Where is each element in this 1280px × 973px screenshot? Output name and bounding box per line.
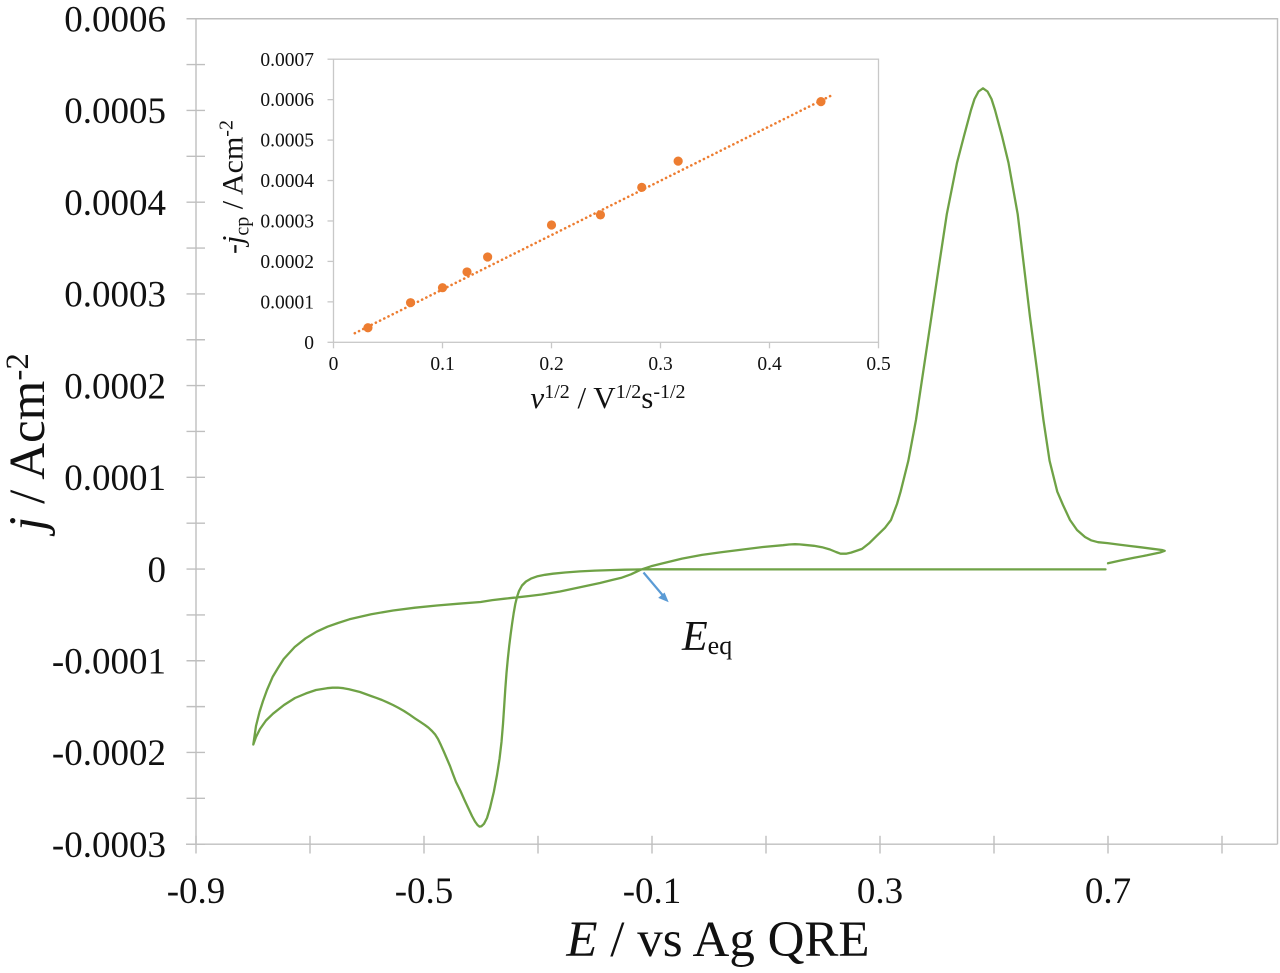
svg-text:0.0005: 0.0005 [260, 131, 314, 152]
svg-text:0.0001: 0.0001 [64, 458, 166, 499]
svg-text:-0.0001: -0.0001 [52, 641, 166, 682]
svg-text:0.0006: 0.0006 [64, 0, 166, 40]
svg-text:0.3: 0.3 [857, 871, 903, 912]
svg-text:0.5: 0.5 [866, 354, 890, 375]
svg-text:0.4: 0.4 [757, 354, 782, 375]
svg-text:-0.0002: -0.0002 [52, 733, 166, 774]
svg-text:-0.1: -0.1 [623, 871, 682, 912]
svg-text:v1/2 / V1/2s-1/2: v1/2 / V1/2s-1/2 [530, 380, 685, 415]
svg-text:-0.5: -0.5 [395, 871, 454, 912]
svg-text:-jcp / Acm-2: -jcp / Acm-2 [216, 120, 254, 254]
svg-text:0.0004: 0.0004 [64, 183, 166, 224]
svg-text:0.2: 0.2 [539, 354, 563, 375]
svg-text:0.0007: 0.0007 [260, 50, 314, 71]
svg-text:0.0005: 0.0005 [64, 91, 166, 132]
svg-text:0.3: 0.3 [648, 354, 672, 375]
svg-text:0: 0 [148, 550, 167, 591]
svg-text:0.0004: 0.0004 [260, 171, 314, 192]
svg-text:j / Acm-2: j / Acm-2 [0, 353, 56, 537]
svg-text:0.0002: 0.0002 [260, 252, 314, 273]
svg-text:0.7: 0.7 [1085, 871, 1131, 912]
svg-text:0.0003: 0.0003 [64, 275, 166, 316]
svg-text:0.0003: 0.0003 [260, 212, 314, 233]
svg-text:-0.9: -0.9 [167, 871, 226, 912]
svg-text:0.0006: 0.0006 [260, 90, 314, 111]
svg-text:0: 0 [329, 354, 339, 375]
svg-text:0: 0 [304, 333, 314, 354]
svg-text:0.0001: 0.0001 [260, 292, 314, 313]
svg-text:0.0002: 0.0002 [64, 366, 166, 407]
svg-text:0.1: 0.1 [430, 354, 454, 375]
svg-text:E / vs Ag QRE: E / vs Ag QRE [565, 912, 869, 968]
svg-text:-0.0003: -0.0003 [52, 825, 166, 866]
